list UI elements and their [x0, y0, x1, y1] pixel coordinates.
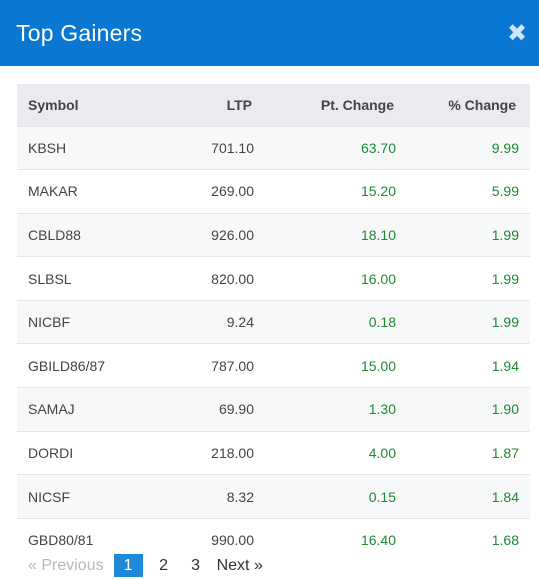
symbol-cell: GBILD86/87	[17, 343, 173, 388]
table-row[interactable]: MAKAR 269.00 15.20 5.99	[17, 169, 530, 214]
pt-change-cell: 16.00	[254, 256, 396, 301]
next-page-button[interactable]: Next »	[216, 556, 263, 574]
symbol-cell: CBLD88	[17, 212, 173, 257]
pt-change-cell: 4.00	[254, 430, 396, 475]
symbol-cell: SAMAJ	[17, 387, 173, 432]
symbol-cell: NICSF	[17, 474, 173, 519]
pt-change-cell: 15.20	[254, 169, 396, 214]
pct-change-cell: 1.99	[396, 212, 530, 257]
page-button-2[interactable]: 2	[159, 556, 169, 574]
pct-change-cell: 1.84	[396, 474, 530, 519]
symbol-cell: DORDI	[17, 430, 173, 475]
pct-change-cell: 1.87	[396, 430, 530, 475]
pt-change-cell: 63.70	[254, 125, 396, 170]
pct-change-cell: 1.99	[396, 256, 530, 301]
column-header-pct-change[interactable]: % Change	[448, 96, 516, 113]
ltp-cell: 926.00	[173, 212, 254, 257]
close-icon[interactable]: ✖	[506, 19, 528, 47]
table-row[interactable]: DORDI 218.00 4.00 1.87	[17, 430, 530, 475]
pct-change-cell: 5.99	[396, 169, 530, 214]
column-header-pt-change[interactable]: Pt. Change	[320, 96, 394, 113]
pt-change-cell: 1.30	[254, 387, 396, 432]
pt-change-cell: 16.40	[254, 517, 396, 562]
modal-header: Top Gainers ✖	[0, 0, 539, 66]
pct-change-cell: 9.99	[396, 125, 530, 170]
ltp-cell: 218.00	[173, 430, 254, 475]
pt-change-cell: 0.15	[254, 474, 396, 519]
page-button-1[interactable]: 1	[113, 554, 143, 577]
column-header-symbol[interactable]: Symbol	[28, 96, 79, 113]
pt-change-cell: 0.18	[254, 299, 396, 344]
page-button-3[interactable]: 3	[191, 556, 201, 574]
ltp-cell: 787.00	[173, 343, 254, 388]
table-row[interactable]: GBD80/81 990.00 16.40 1.68	[17, 517, 530, 562]
table-row[interactable]: GBILD86/87 787.00 15.00 1.94	[17, 343, 530, 388]
ltp-cell: 8.32	[173, 474, 254, 519]
gainers-table-container: Symbol LTP Pt. Change % Change KBSH 701.1…	[17, 84, 530, 562]
table-row[interactable]: KBSH 701.10 63.70 9.99	[17, 125, 530, 170]
pct-change-cell: 1.68	[396, 517, 530, 562]
ltp-cell: 701.10	[173, 125, 254, 170]
symbol-cell: MAKAR	[17, 169, 173, 214]
pct-change-cell: 1.90	[396, 387, 530, 432]
ltp-cell: 269.00	[173, 169, 254, 214]
ltp-cell: 820.00	[173, 256, 254, 301]
symbol-cell: NICBF	[17, 299, 173, 344]
pct-change-cell: 1.99	[396, 299, 530, 344]
column-header-ltp[interactable]: LTP	[226, 96, 252, 113]
ltp-cell: 69.90	[173, 387, 254, 432]
gainers-table: Symbol LTP Pt. Change % Change KBSH 701.1…	[17, 84, 530, 562]
table-header-row: Symbol LTP Pt. Change % Change	[17, 84, 530, 126]
table-row[interactable]: SLBSL 820.00 16.00 1.99	[17, 256, 530, 301]
modal-title: Top Gainers	[16, 19, 143, 46]
pagination: « Previous 1 2 3 Next »	[28, 553, 273, 578]
symbol-cell: KBSH	[17, 125, 173, 170]
previous-page-button[interactable]: « Previous	[28, 556, 104, 574]
pt-change-cell: 15.00	[254, 343, 396, 388]
symbol-cell: SLBSL	[17, 256, 173, 301]
pct-change-cell: 1.94	[396, 343, 530, 388]
table-row[interactable]: CBLD88 926.00 18.10 1.99	[17, 212, 530, 257]
table-row[interactable]: NICBF 9.24 0.18 1.99	[17, 299, 530, 344]
table-row[interactable]: SAMAJ 69.90 1.30 1.90	[17, 387, 530, 432]
ltp-cell: 990.00	[173, 517, 254, 562]
table-row[interactable]: NICSF 8.32 0.15 1.84	[17, 474, 530, 519]
symbol-cell: GBD80/81	[17, 517, 173, 562]
pt-change-cell: 18.10	[254, 212, 396, 257]
ltp-cell: 9.24	[173, 299, 254, 344]
